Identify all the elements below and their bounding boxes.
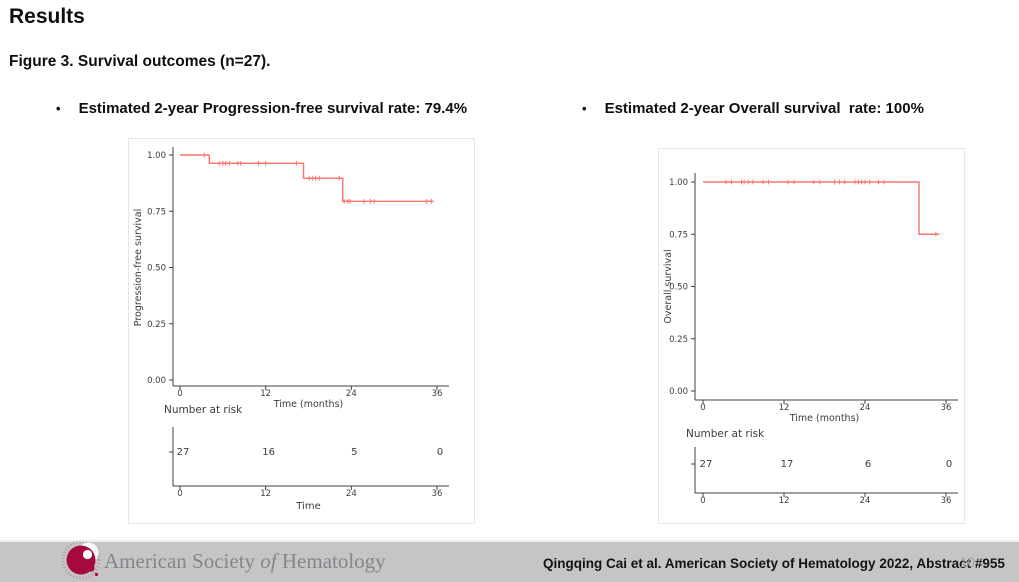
page-title: Results [9,5,85,28]
bullet-pfs-text: Estimated 2-year Progression-free surviv… [78,100,468,117]
x-tick-label: 24 [346,389,357,399]
y-tick-label: 0.75 [669,230,688,240]
y-axis-title: Overall survival [663,249,674,323]
x-tick-label: 36 [941,403,952,413]
risk-count: 6 [865,459,871,470]
x-tick-label: 24 [860,403,871,413]
risk-x-axis-title: Time [295,501,320,512]
risk-count: 0 [946,459,952,470]
y-axis-title: Progression-free survival [133,209,144,326]
footer [0,540,1019,582]
risk-table-label: Number at risk [164,404,243,416]
risk-count: 5 [351,447,357,458]
ash-logo-text: American Society of Hematology [104,549,386,574]
pfs-km-plot: 0.00 0.25 0.50 0.75 1.00 0 12 24 36 Time (months)… [133,147,449,512]
risk-x-tick-label: 24 [860,496,871,506]
os-survival-chart: 0.00 0.25 0.50 0.75 1.00 0 12 24 36 Time (months)… [658,148,965,524]
bullet-icon: • [582,101,587,116]
y-tick-label: 0.00 [669,387,688,397]
bullet-os-text: Estimated 2-year Overall survival rate: … [604,100,924,117]
km-curve [703,181,940,235]
bullet-icon: • [56,101,61,116]
y-tick-label: 0.75 [147,207,166,217]
ash-logo-icon [61,541,101,580]
x-tick-label: 12 [779,403,790,413]
risk-x-tick-label: 24 [346,489,357,499]
risk-x-tick-label: 0 [177,489,182,499]
ash-text-post: Hematology [276,549,386,573]
risk-count: 16 [262,447,275,458]
risk-count: 17 [781,459,794,470]
y-tick-label: 1.00 [669,178,688,188]
km-curve [180,154,434,203]
citation: Qingqing Cai et al. American Society of … [543,556,1005,571]
risk-x-tick-label: 0 [700,496,705,506]
x-tick-label: 12 [260,389,271,399]
x-tick-label: 0 [700,403,705,413]
x-tick-label: 36 [432,389,443,399]
x-axis-title: Time (months) [273,399,343,410]
bullet-os-rate: • Estimated 2-year Overall survival rate… [582,100,924,117]
risk-x-tick-label: 36 [432,489,443,499]
figure-caption: Figure 3. Survival outcomes (n=27). [9,53,271,70]
bullet-pfs-rate: • Estimated 2-year Progression-free surv… [56,100,467,117]
risk-count: 27 [177,447,190,458]
y-tick-label: 1.00 [147,151,166,161]
pfs-survival-chart: 0.00 0.25 0.50 0.75 1.00 0 12 24 36 Time (months)… [128,138,475,524]
page-number: 10 [960,555,976,570]
y-tick-label: 0.50 [669,283,688,293]
risk-count: 27 [700,459,713,470]
ash-text-pre: American Society [104,549,261,573]
risk-x-tick-label: 12 [779,496,790,506]
risk-count: 0 [437,447,443,458]
y-tick-label: 0.25 [669,335,688,345]
y-tick-label: 0.00 [147,376,166,386]
ash-text-of: of [260,549,277,573]
x-tick-label: 0 [177,389,182,399]
risk-x-tick-label: 36 [941,496,952,506]
y-tick-label: 0.50 [147,264,166,274]
risk-x-tick-label: 12 [260,489,271,499]
y-tick-label: 0.25 [147,320,166,330]
os-km-plot: 0.00 0.25 0.50 0.75 1.00 0 12 24 36 Time (months)… [663,173,958,506]
risk-table-label: Number at risk [686,428,765,440]
x-axis-title: Time (months) [789,413,859,424]
